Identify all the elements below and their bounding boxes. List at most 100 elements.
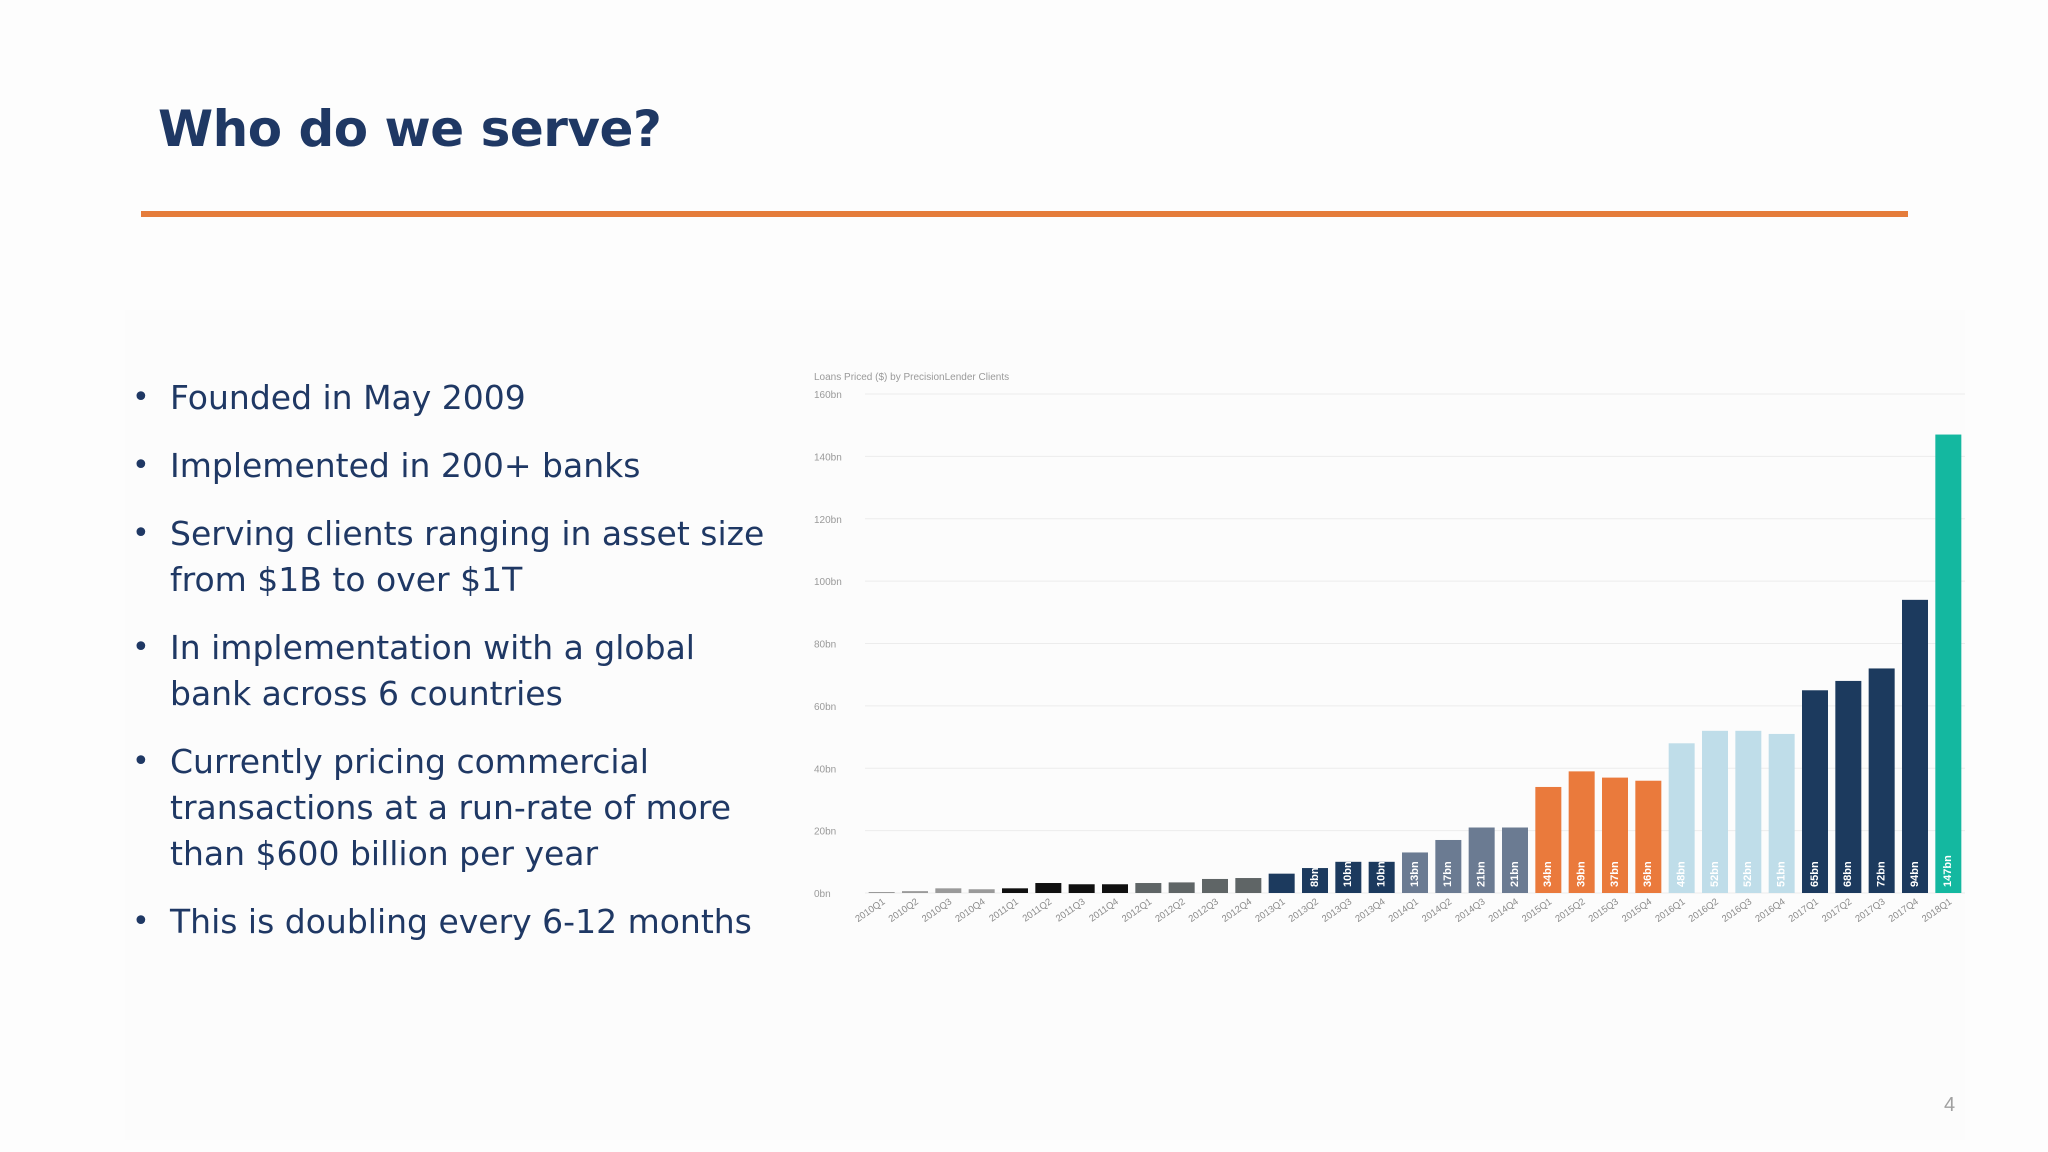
bar-2017Q2 bbox=[1835, 680, 1862, 893]
x-tick-label: 2016Q4 bbox=[1753, 896, 1787, 924]
bar-value-label: 52bn bbox=[1742, 861, 1754, 887]
bullet-text: In implementation with a global bank acr… bbox=[170, 628, 695, 713]
bar-2012Q3 bbox=[1202, 878, 1228, 893]
page-number: 4 bbox=[1944, 1094, 1956, 1116]
x-tick-label: 2012Q4 bbox=[1220, 896, 1254, 924]
x-tick-label: 2014Q3 bbox=[1453, 896, 1487, 924]
x-tick-label: 2010Q4 bbox=[953, 896, 987, 924]
y-tick-label: 120bn bbox=[814, 515, 842, 526]
bar-value-label: 37bn bbox=[1609, 861, 1621, 887]
x-tick-label: 2017Q4 bbox=[1887, 896, 1921, 924]
bullet-dot-icon: • bbox=[132, 380, 150, 415]
bar-value-label: 36bn bbox=[1642, 861, 1654, 887]
y-tick-label: 140bn bbox=[814, 452, 842, 463]
x-tick-label: 2013Q1 bbox=[1253, 896, 1287, 924]
bullet-item: • Serving clients ranging in asset size f… bbox=[130, 511, 770, 603]
bar-2011Q3 bbox=[1068, 884, 1095, 893]
bar-2012Q1 bbox=[1135, 883, 1162, 893]
bar-2013Q4 bbox=[1368, 861, 1395, 893]
x-tick-label: 2014Q4 bbox=[1487, 896, 1521, 924]
x-tick-label: 2010Q1 bbox=[853, 896, 887, 924]
x-tick-label: 2015Q3 bbox=[1587, 896, 1621, 924]
bar-2016Q4 bbox=[1768, 733, 1795, 893]
bar-2010Q2 bbox=[902, 891, 928, 893]
y-tick-label: 60bn bbox=[814, 702, 836, 713]
x-tick-label: 2017Q1 bbox=[1787, 896, 1821, 924]
bullet-item: • Currently pricing commercial transactio… bbox=[130, 739, 770, 877]
bar-2017Q1 bbox=[1802, 690, 1828, 893]
bar-2011Q2 bbox=[1035, 883, 1062, 893]
bar-2015Q4 bbox=[1635, 780, 1662, 893]
bar-2015Q1 bbox=[1535, 786, 1562, 893]
bullet-dot-icon: • bbox=[132, 516, 150, 551]
bar-value-label: 65bn bbox=[1809, 861, 1821, 887]
x-tick-label: 2015Q1 bbox=[1520, 896, 1554, 924]
x-tick-label: 2014Q1 bbox=[1387, 896, 1421, 924]
x-tick-label: 2013Q3 bbox=[1320, 896, 1354, 924]
chart-x-axis: 2010Q1 2010Q2 2010Q3 2010Q4 2011Q1 2011Q2 2011… bbox=[853, 896, 1954, 924]
x-tick-label: 2011Q1 bbox=[987, 896, 1020, 924]
bullet-list: • Founded in May 2009 • Implemented in 200… bbox=[130, 375, 770, 967]
bar-value-label: 39bn bbox=[1576, 861, 1588, 887]
x-tick-label: 2013Q4 bbox=[1353, 896, 1387, 924]
bullet-text: Implemented in 200+ banks bbox=[170, 446, 641, 485]
x-tick-label: 2018Q1 bbox=[1920, 896, 1954, 924]
y-tick-label: 20bn bbox=[814, 827, 836, 838]
x-tick-label: 2012Q1 bbox=[1120, 896, 1154, 924]
bar-value-label: 17bn bbox=[1442, 861, 1454, 887]
bullet-dot-icon: • bbox=[132, 448, 150, 483]
bar-2012Q4 bbox=[1235, 878, 1262, 893]
bar-value-label: 21bn bbox=[1476, 861, 1488, 887]
chart-bars: 8bn 10bn 10bn 13bn 17bn 21bn 21bn 34bn 39bn 37bn 3… bbox=[868, 434, 1962, 893]
x-tick-label: 2016Q3 bbox=[1720, 896, 1754, 924]
x-tick-label: 2012Q2 bbox=[1153, 896, 1187, 924]
bar-value-label: 21bn bbox=[1509, 861, 1521, 887]
x-tick-label: 2015Q4 bbox=[1620, 896, 1654, 924]
bar-value-label: 10bn bbox=[1376, 861, 1388, 887]
x-tick-label: 2011Q4 bbox=[1087, 896, 1120, 924]
bar-2011Q1 bbox=[1002, 888, 1028, 893]
bar-2014Q2 bbox=[1435, 839, 1462, 893]
x-tick-label: 2011Q2 bbox=[1021, 896, 1054, 924]
x-tick-label: 2011Q3 bbox=[1054, 896, 1087, 924]
x-tick-label: 2016Q1 bbox=[1653, 896, 1687, 924]
chart-title: Loans Priced ($) by PrecisionLender Clie… bbox=[814, 372, 1009, 383]
y-tick-label: 0bn bbox=[814, 889, 831, 900]
bar-2015Q2 bbox=[1568, 771, 1595, 893]
bullet-dot-icon: • bbox=[132, 904, 150, 939]
bar-2010Q1 bbox=[868, 892, 895, 893]
bar-value-label: 94bn bbox=[1909, 861, 1921, 887]
slide-title: Who do we serve? bbox=[158, 100, 662, 158]
y-tick-label: 160bn bbox=[814, 390, 842, 401]
bar-value-label: 48bn bbox=[1676, 861, 1688, 887]
bar-2015Q3 bbox=[1602, 777, 1628, 893]
bullet-dot-icon: • bbox=[132, 630, 150, 665]
bar-2017Q4 bbox=[1902, 599, 1928, 893]
bullet-item: • In implementation with a global bank ac… bbox=[130, 625, 770, 717]
bar-2014Q3 bbox=[1468, 827, 1495, 893]
y-tick-label: 80bn bbox=[814, 640, 836, 651]
bar-2012Q2 bbox=[1168, 882, 1195, 893]
content-panel bbox=[125, 310, 1965, 1140]
bullet-text: Currently pricing commercial transaction… bbox=[170, 742, 732, 873]
bar-2013Q1 bbox=[1268, 873, 1295, 893]
bar-2018Q1 bbox=[1935, 434, 1962, 893]
bullet-item: • Implemented in 200+ banks bbox=[130, 443, 770, 489]
x-tick-label: 2010Q2 bbox=[887, 896, 921, 924]
x-tick-label: 2013Q2 bbox=[1287, 896, 1321, 924]
title-divider bbox=[141, 211, 1908, 217]
bar-2014Q4 bbox=[1502, 827, 1528, 893]
x-tick-label: 2017Q2 bbox=[1820, 896, 1854, 924]
bar-value-label: 34bn bbox=[1542, 861, 1554, 887]
bar-value-label: 8bn bbox=[1309, 867, 1321, 887]
bullet-dot-icon: • bbox=[132, 744, 150, 779]
bar-value-label: 51bn bbox=[1776, 861, 1788, 887]
bar-value-label: 13bn bbox=[1409, 861, 1421, 887]
bar-2016Q1 bbox=[1668, 743, 1695, 893]
x-tick-label: 2017Q3 bbox=[1853, 896, 1887, 924]
bullet-text: Serving clients ranging in asset size fr… bbox=[170, 514, 765, 599]
bar-value-label: 68bn bbox=[1842, 861, 1854, 887]
loans-priced-chart: Loans Priced ($) by PrecisionLender Clie… bbox=[814, 372, 1965, 925]
bullet-text: Founded in May 2009 bbox=[170, 378, 526, 417]
x-tick-label: 2016Q2 bbox=[1687, 896, 1721, 924]
